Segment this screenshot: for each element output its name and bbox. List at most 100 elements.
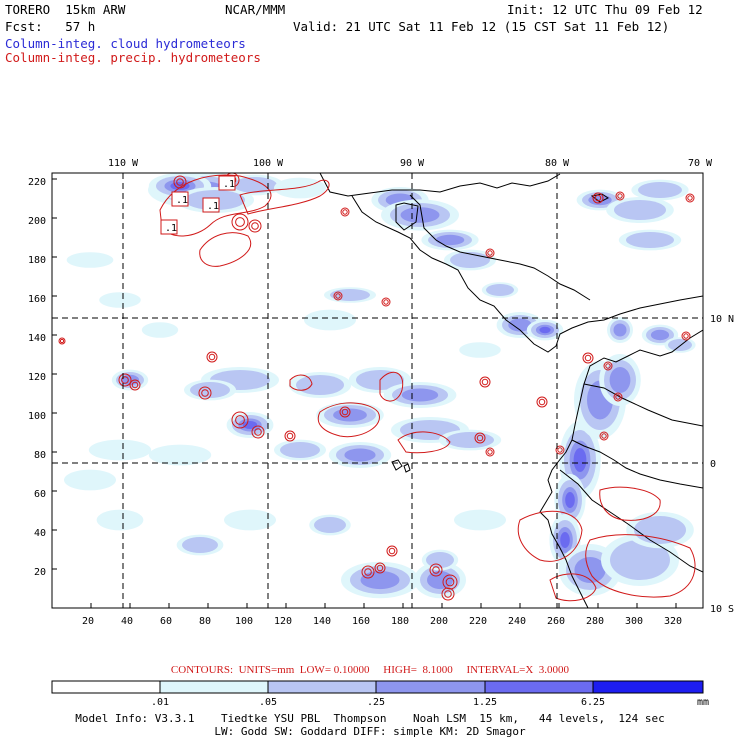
x-tick-label: 260	[547, 616, 565, 627]
cloud-shade-blob	[454, 509, 506, 531]
precip-contour	[429, 563, 443, 577]
cloud-shade-blob	[560, 532, 570, 548]
precip-contour	[687, 195, 693, 201]
cloud-shade-blob	[242, 421, 258, 429]
island-small	[590, 193, 609, 203]
colorbar	[51, 680, 704, 694]
lon-label: 80 W	[545, 158, 570, 169]
precip-contour	[121, 376, 129, 384]
precip-contour	[584, 354, 592, 362]
forecast-hour: Fcst: 57 h	[5, 19, 96, 34]
precip-contour	[557, 447, 563, 453]
precip-contour	[198, 386, 212, 400]
contour-box-label: .1	[165, 223, 177, 234]
cloud-field-label: Column-integ. cloud hydrometeors	[5, 36, 246, 51]
lon-label: 100 W	[253, 158, 284, 169]
contour-box-label: .1	[176, 195, 188, 206]
precip-contour	[594, 194, 602, 202]
cloud-shade-blob	[508, 318, 532, 332]
model-info-line2: LW: Godd SW: Goddard DIFF: simple KM: 2D…	[214, 725, 526, 738]
precip-contours	[58, 173, 696, 602]
precip-contour	[364, 568, 372, 576]
precip-contour	[286, 432, 294, 440]
cloud-shade-blob	[88, 439, 152, 461]
precip-contour	[592, 192, 604, 204]
y-tick-label: 120	[28, 372, 46, 383]
precip-contour	[441, 587, 455, 601]
border-guatemala	[395, 202, 419, 231]
contour-box-label: .1	[207, 201, 219, 212]
precip-contour	[206, 351, 218, 363]
precip-contour	[231, 213, 249, 231]
precip-contour	[683, 333, 689, 339]
cloud-shade-blob	[360, 570, 400, 590]
cloud-shade-blob	[613, 323, 627, 337]
cloud-shade-blob	[99, 292, 141, 308]
cloud-shade-blob	[459, 342, 501, 358]
contours-info: CONTOURS: UNITS=mm LOW= 0.10000 HIGH= 8.…	[170, 664, 570, 676]
precip-contour	[685, 193, 695, 203]
cloud-shade-blob	[296, 375, 344, 395]
cloud-shade-blob	[574, 557, 606, 583]
coastline-north	[319, 173, 561, 197]
y-tick-label: 220	[28, 177, 46, 188]
colorbar-bin	[375, 680, 486, 694]
lon-label: 110 W	[108, 158, 139, 169]
cloud-shade-blob	[401, 388, 439, 402]
colorbar-bin	[51, 680, 161, 694]
axis-ticks	[51, 178, 677, 609]
x-tick-label: 280	[586, 616, 604, 627]
precip-contour	[289, 374, 313, 391]
cloud-shade-blob	[333, 408, 367, 422]
precip-contour	[208, 353, 216, 361]
cloud-shade-blob	[539, 326, 551, 334]
x-tick-label: 60	[160, 616, 172, 627]
x-tick-label: 180	[391, 616, 409, 627]
colorbar-bin	[267, 680, 377, 694]
colorbar-label: 1.25	[473, 697, 497, 708]
colorbar-label: .01	[151, 697, 169, 708]
precip-contour	[599, 486, 661, 521]
precip-contour	[59, 338, 65, 344]
precip-contour	[481, 378, 489, 386]
precip-contour	[615, 191, 625, 201]
precip-contour	[333, 291, 343, 301]
cloud-shade-blob	[650, 329, 670, 341]
x-tick-label: 40	[121, 616, 133, 627]
lat-label: 0	[710, 459, 716, 470]
cloud-shade-blob	[609, 367, 631, 393]
colorbar-unit: mm	[697, 697, 709, 708]
colorbar-label: .05	[259, 697, 277, 708]
precip-contour	[251, 425, 265, 439]
precip-contour	[442, 574, 458, 590]
x-tick-label: 20	[82, 616, 94, 627]
x-tick-label: 80	[199, 616, 211, 627]
precip-contour	[361, 565, 375, 579]
coastline-caribbean	[409, 194, 591, 301]
precip-contour	[617, 193, 623, 199]
precip-contour	[485, 248, 495, 258]
precip-contour	[159, 174, 272, 237]
precip-contour	[340, 207, 350, 217]
cloud-shade-blob	[274, 177, 326, 199]
plot-frame	[51, 172, 704, 609]
y-tick-label: 100	[28, 411, 46, 422]
cloud-shade-blob	[64, 469, 116, 491]
precip-contour	[555, 445, 565, 455]
y-tick-label: 140	[28, 333, 46, 344]
precip-contour	[615, 394, 621, 400]
border-peru	[559, 469, 703, 573]
x-tick-label: 100	[235, 616, 253, 627]
precip-contour	[239, 179, 330, 215]
precip-contour	[118, 373, 132, 387]
cloud-shade-blob	[626, 232, 674, 248]
y-tick-label: 60	[34, 489, 46, 500]
cloud-shade-blob	[638, 182, 682, 198]
precip-contour	[538, 398, 546, 406]
colorbar-bin	[159, 680, 269, 694]
precip-contour	[284, 430, 296, 442]
colorbar-label: 6.25	[581, 697, 605, 708]
precip-contour	[335, 293, 341, 299]
graticule	[52, 173, 703, 608]
cloud-shade-blob	[314, 517, 346, 533]
